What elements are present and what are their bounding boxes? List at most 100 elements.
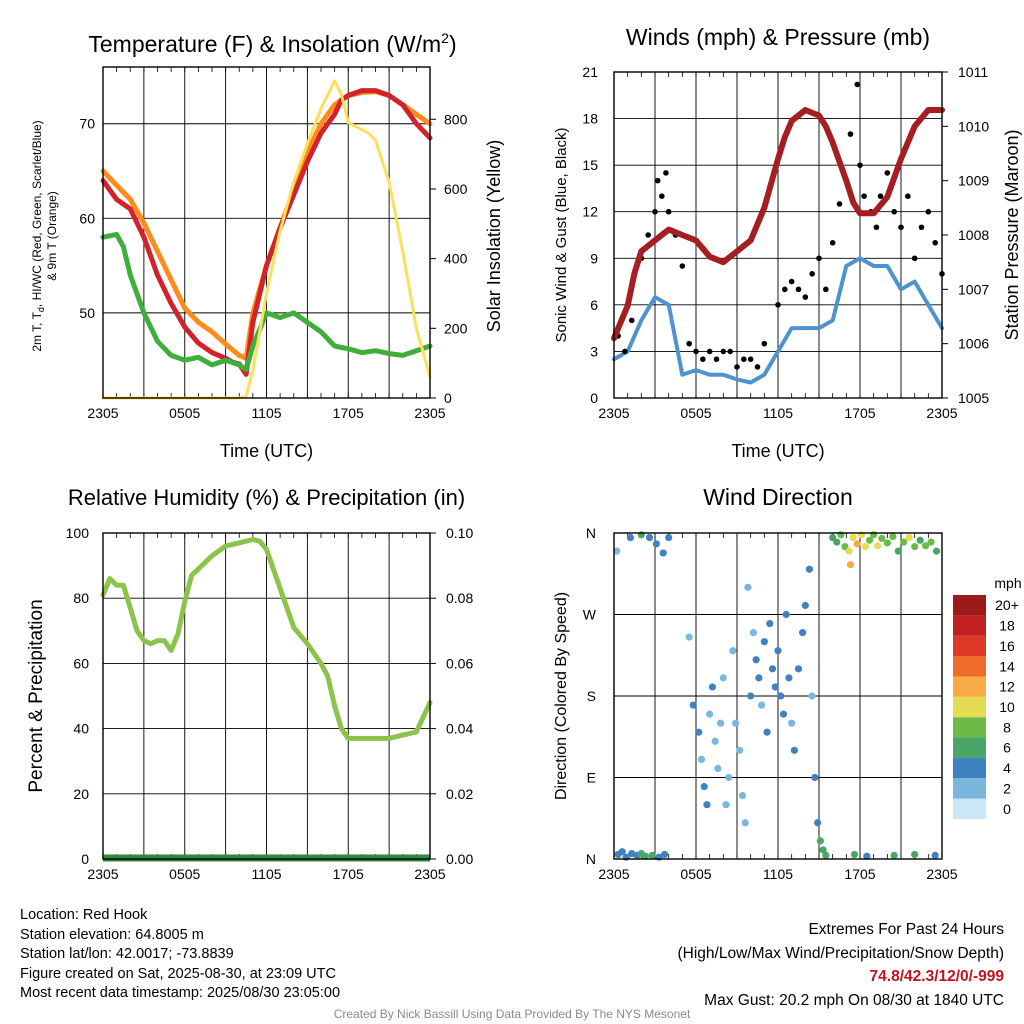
- x-tick-label: 0505: [169, 866, 200, 882]
- x-tick-label: 2305: [598, 866, 629, 882]
- wind-direction-point: [711, 737, 719, 745]
- wind-direction-point: [900, 538, 908, 546]
- wind-direction-point: [613, 547, 621, 555]
- gust-point: [925, 208, 932, 215]
- gust-point: [741, 356, 747, 362]
- wind-direction-point: [695, 728, 703, 736]
- gust-point: [754, 364, 761, 370]
- legend-swatch: [953, 656, 986, 677]
- y-tick-label-right: 0.04: [446, 721, 473, 737]
- gust-point: [847, 131, 854, 137]
- gust-point: [659, 193, 665, 199]
- y-axis-label-left-line2: & 9m T (Orange): [45, 191, 59, 281]
- gust-point: [628, 317, 635, 324]
- dewpoint-green-line: [100, 231, 433, 373]
- legend-swatch: [953, 757, 986, 779]
- wind-direction-point: [645, 533, 654, 542]
- legend-label: 6: [1003, 740, 1011, 756]
- wind-direction-point: [729, 647, 737, 655]
- wind-direction-point: [626, 533, 635, 542]
- wind-direction-point: [700, 782, 708, 791]
- wind-direction-point: [637, 531, 645, 539]
- y-axis-label-right: Solar Insolation (Yellow): [484, 140, 504, 332]
- gust-point: [720, 348, 727, 355]
- wind-direction-point: [708, 683, 717, 691]
- y-tick-label-right: 0.00: [446, 851, 473, 867]
- wind-direction-point: [774, 647, 782, 655]
- gust-point: [700, 356, 706, 362]
- x-tick-label: 2305: [926, 405, 957, 421]
- x-tick-label: 1105: [251, 405, 281, 421]
- y-tick-label-right: 600: [444, 181, 468, 197]
- x-tick-label: 0505: [680, 866, 711, 882]
- wind-direction-point: [819, 846, 827, 854]
- y-tick-label-left: 3: [590, 343, 598, 359]
- wind-direction-point: [741, 819, 749, 827]
- y-axis-label-left: Direction (Colored By Speed): [553, 592, 570, 800]
- x-tick-label: 2305: [87, 866, 118, 882]
- plot-frame: [613, 71, 943, 399]
- extremes-info: Extremes For Past 24 Hours (High/Low/Max…: [678, 918, 1005, 1012]
- y-axis-label-left: Percent & Precipitation: [26, 599, 47, 792]
- y-tick-label-left: N: [586, 851, 596, 867]
- x-tick-label: 0505: [680, 405, 711, 421]
- legend-swatch: [953, 676, 986, 697]
- chart-title: Winds (mph) & Pressure (mb): [626, 24, 930, 50]
- gust-point: [713, 356, 720, 362]
- title-superscript: 2: [441, 30, 449, 46]
- gust-point: [686, 340, 692, 347]
- x-tick-label: 1105: [251, 866, 281, 882]
- y-tick-label-right: 0.08: [446, 590, 473, 606]
- ylabel-part-a: 2m T, T: [30, 311, 44, 351]
- wind-direction-point: [853, 540, 861, 548]
- wind-direction-point: [659, 549, 667, 557]
- temp-2m-red-line: [100, 88, 433, 377]
- wind-direction-point: [857, 531, 865, 539]
- created-text: Figure created on Sat, 2025-08-30, at 23…: [20, 965, 336, 982]
- y-tick-label-right: 1010: [958, 118, 989, 134]
- chart-title: Temperature (F) & Insolation (W/m2): [88, 30, 456, 57]
- wind-direction-point: [833, 538, 841, 546]
- y-tick-label-right: 0.06: [446, 655, 473, 671]
- wind-direction-point: [922, 542, 930, 550]
- wind-direction-point: [719, 674, 727, 682]
- wind-direction-point: [706, 710, 714, 718]
- extremes-description: (High/Low/Max Wind/Precipitation/Snow De…: [677, 944, 1005, 962]
- gust-point: [873, 224, 880, 231]
- legend-label: 4: [1003, 760, 1011, 776]
- wind-direction-point: [845, 547, 853, 555]
- x-tick-label: 2305: [926, 866, 957, 882]
- wind-direction-point: [837, 531, 845, 539]
- legend-label: 2: [1003, 780, 1011, 796]
- gust-point: [706, 348, 713, 355]
- wind-direction-point: [777, 692, 785, 700]
- y-tick-label-right: 0: [444, 390, 452, 406]
- relative-humidity-line: [100, 537, 433, 741]
- max-gust-text: Max Gust: 20.2 mph On 08/30 at 1840 UTC: [704, 991, 1004, 1009]
- wind-direction-point: [758, 701, 766, 709]
- wind-direction-point: [652, 540, 660, 548]
- wind-direction-point: [697, 755, 706, 763]
- recent-data-text: Most recent data timestamp: 2025/08/30 2…: [20, 985, 341, 1002]
- y-tick-label-left: S: [587, 688, 596, 704]
- gust-point: [761, 340, 768, 347]
- gust-point: [734, 364, 740, 370]
- y-tick-label-right: 0.02: [446, 786, 473, 802]
- legend-swatch: [953, 737, 986, 758]
- y-tick-label-left: 0: [590, 390, 598, 406]
- legend-label: 16: [999, 638, 1015, 654]
- gust-point: [747, 356, 754, 362]
- y-tick-label-right: 1007: [958, 281, 989, 297]
- wind-direction-point: [916, 536, 924, 544]
- x-tick-label: 2305: [414, 866, 445, 882]
- legend-label: 12: [999, 679, 1015, 695]
- plot-frame: [102, 532, 431, 860]
- wind-direction-point: [618, 848, 626, 856]
- y-tick-label-right: 1008: [958, 227, 989, 243]
- legend-title: mph: [994, 575, 1021, 591]
- y-axis-label-left: 2m T, Td, HI/WC (Red, Green, Scarlet/Blu…: [30, 120, 46, 351]
- wind-direction-point: [932, 547, 941, 555]
- wind-direction-point: [648, 851, 656, 859]
- gust-point: [654, 177, 661, 184]
